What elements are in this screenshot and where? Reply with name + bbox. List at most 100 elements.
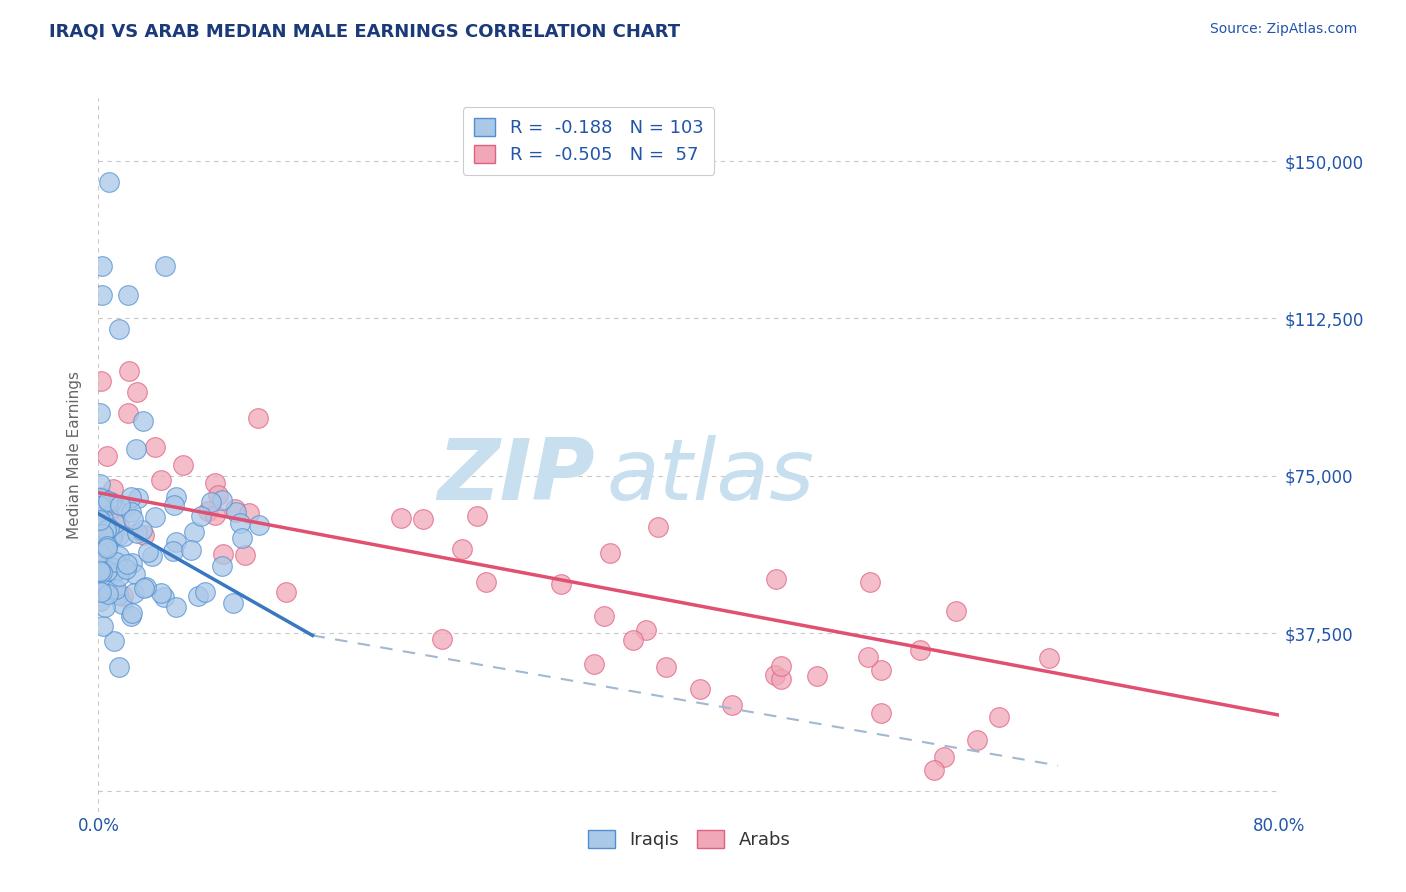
Point <box>274 584 297 599</box>
Point <box>94 516 117 531</box>
Point <box>108 549 131 564</box>
Point <box>114 562 136 576</box>
Point <box>856 650 879 665</box>
Point <box>149 585 172 599</box>
Point <box>621 633 644 648</box>
Point <box>101 530 124 544</box>
Point <box>136 545 159 559</box>
Point <box>120 609 142 624</box>
Point <box>91 561 114 575</box>
Text: Source: ZipAtlas.com: Source: ZipAtlas.com <box>1209 22 1357 37</box>
Point <box>89 538 111 552</box>
Point <box>190 509 212 524</box>
Point <box>966 733 988 747</box>
Point <box>859 574 882 589</box>
Point <box>132 414 155 428</box>
Point <box>89 564 111 578</box>
Point <box>107 322 129 336</box>
Point <box>207 488 229 502</box>
Point <box>211 493 233 508</box>
Point <box>204 508 226 522</box>
Point <box>114 500 136 514</box>
Point <box>112 528 135 542</box>
Point <box>389 511 412 525</box>
Point <box>120 505 142 519</box>
Point <box>90 565 112 579</box>
Point <box>222 596 245 610</box>
Point <box>97 561 120 575</box>
Point <box>932 750 955 764</box>
Point <box>91 619 114 633</box>
Y-axis label: Median Male Earnings: Median Male Earnings <box>67 371 83 539</box>
Point <box>121 556 143 570</box>
Point <box>89 499 111 513</box>
Point <box>134 528 156 542</box>
Point <box>98 521 121 535</box>
Point <box>104 582 127 597</box>
Point <box>108 519 131 533</box>
Point <box>90 534 112 549</box>
Point <box>89 490 111 504</box>
Text: atlas: atlas <box>606 434 814 518</box>
Point <box>721 698 744 712</box>
Point <box>89 513 111 527</box>
Point <box>107 569 129 583</box>
Point <box>108 660 131 674</box>
Point <box>127 491 149 505</box>
Point <box>945 604 967 618</box>
Point <box>924 763 946 777</box>
Point <box>90 374 112 388</box>
Point <box>89 491 111 506</box>
Point <box>108 498 131 512</box>
Point <box>229 516 252 531</box>
Point <box>870 663 893 677</box>
Point <box>97 494 120 508</box>
Point <box>96 564 118 578</box>
Point <box>124 586 146 600</box>
Point <box>247 517 270 532</box>
Point <box>89 477 111 491</box>
Point <box>91 491 114 505</box>
Point <box>89 406 111 420</box>
Point <box>180 542 202 557</box>
Point <box>96 541 118 556</box>
Point <box>475 575 498 590</box>
Point <box>100 559 122 574</box>
Legend: Iraqis, Arabs: Iraqis, Arabs <box>581 822 797 856</box>
Point <box>93 540 115 554</box>
Point <box>121 512 143 526</box>
Point <box>97 508 120 522</box>
Point <box>96 539 118 553</box>
Point <box>550 576 572 591</box>
Point <box>121 606 143 620</box>
Point <box>150 473 173 487</box>
Point <box>103 524 125 539</box>
Point <box>117 558 139 572</box>
Point <box>103 633 125 648</box>
Point <box>97 175 120 189</box>
Point <box>183 525 205 540</box>
Point <box>127 526 149 541</box>
Point <box>204 476 226 491</box>
Point <box>90 536 112 550</box>
Point <box>465 509 488 524</box>
Point <box>592 609 614 624</box>
Point <box>153 591 176 605</box>
Point <box>153 259 176 273</box>
Point <box>197 504 219 518</box>
Point <box>172 458 194 472</box>
Point <box>124 566 146 581</box>
Point <box>125 442 148 456</box>
Point <box>194 585 217 599</box>
Point <box>135 580 157 594</box>
Point <box>769 659 792 673</box>
Point <box>89 549 111 563</box>
Text: IRAQI VS ARAB MEDIAN MALE EARNINGS CORRELATION CHART: IRAQI VS ARAB MEDIAN MALE EARNINGS CORRE… <box>49 22 681 40</box>
Point <box>132 581 155 595</box>
Point <box>131 523 153 537</box>
Point <box>90 585 112 599</box>
Point <box>112 589 135 603</box>
Point <box>104 564 127 578</box>
Point <box>117 288 139 302</box>
Point <box>121 490 143 504</box>
